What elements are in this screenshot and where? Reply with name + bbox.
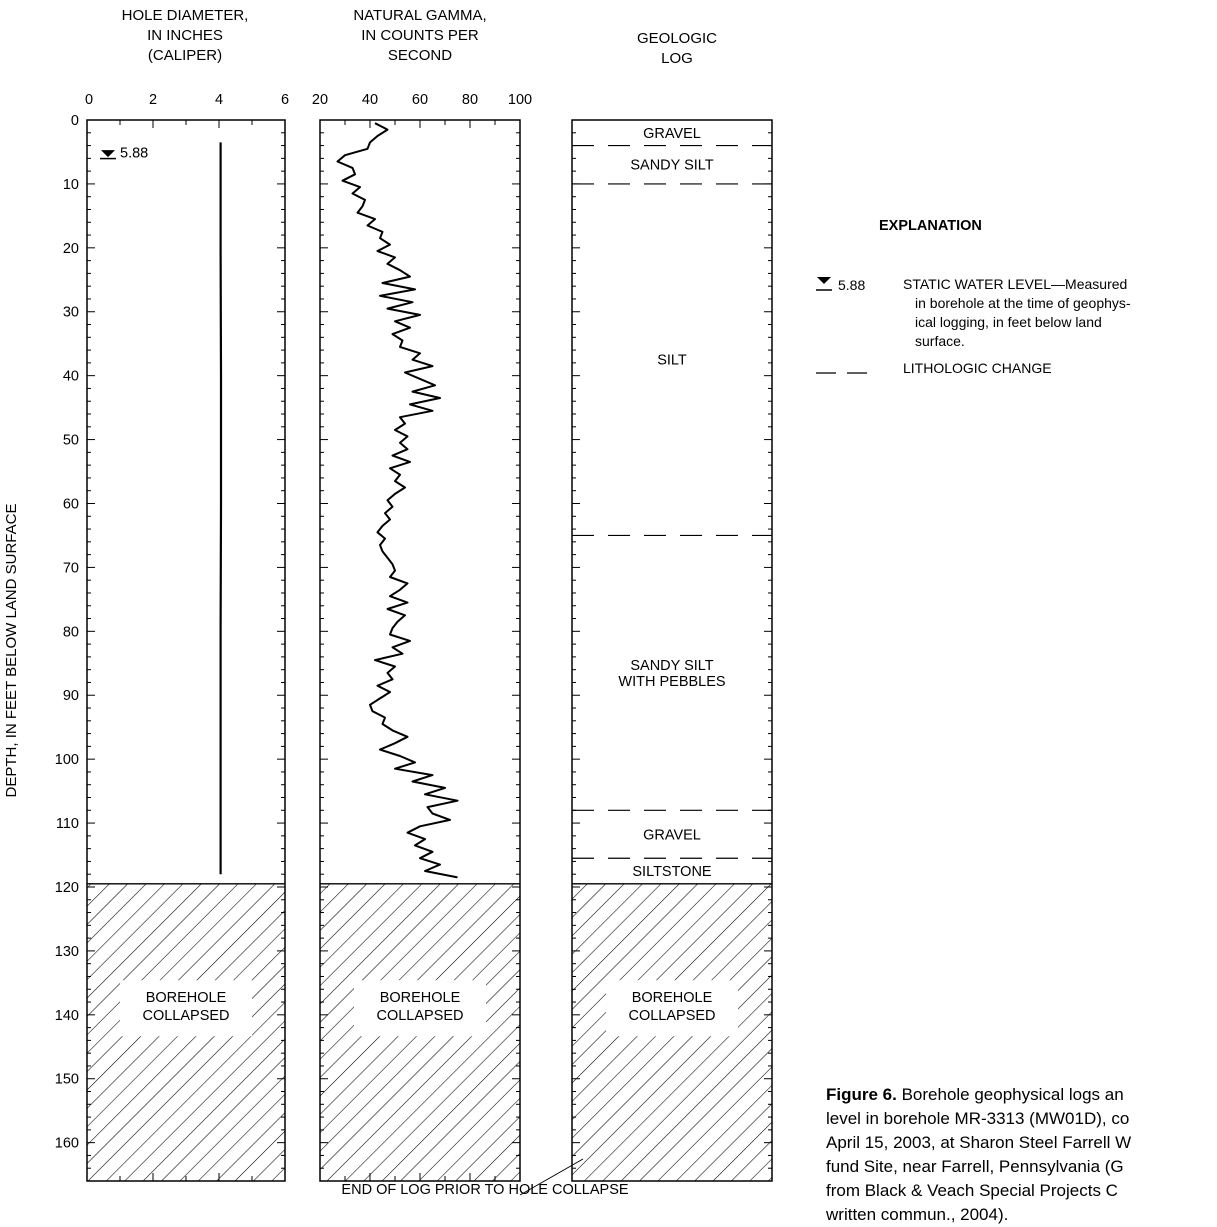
track-0: HOLE DIAMETER, IN INCHES (CALIPER) BOREHOLE…	[85, 7, 289, 1181]
track-title-line: LOG	[661, 50, 693, 67]
caption-line: from Black & Veach Special Projects C	[826, 1179, 1217, 1203]
track-title-line: HOLE DIAMETER,	[122, 7, 249, 24]
y-tick-label: 140	[55, 1008, 79, 1024]
y-tick-label: 100	[55, 752, 79, 768]
water-level-triangle-icon	[817, 277, 831, 284]
x-tick-label: 40	[362, 92, 378, 108]
y-axis: 0 10 20 30 40 50 60 70 80 90 100 110 120 130 140 150 160	[55, 113, 79, 1152]
y-tick-label: 40	[63, 369, 79, 385]
collapsed-label: BOREHOLE	[146, 990, 227, 1006]
legend-symbol-label: 5.88	[838, 277, 865, 293]
lithology-unit: SANDY SILT	[620, 155, 724, 175]
y-tick-label: 50	[63, 433, 79, 449]
lithology-label: SILT	[657, 353, 687, 369]
legend-item-text: STATIC WATER LEVEL—Measured	[903, 276, 1127, 292]
y-tick-label: 130	[55, 944, 79, 960]
x-tick-label: 4	[215, 92, 223, 108]
caption-line: level in borehole MR-3313 (MW01D), co	[826, 1107, 1217, 1131]
legend-item-text: surface.	[915, 333, 965, 349]
figure-caption: Figure 6. Borehole geophysical logs an l…	[826, 1083, 1217, 1227]
y-tick-label: 0	[71, 113, 79, 129]
x-tick-label: 2	[149, 92, 157, 108]
y-tick-label: 110	[56, 816, 79, 832]
legend-item-text: in borehole at the time of geophys-	[915, 295, 1131, 311]
track-title-line: NATURAL GAMMA,	[353, 7, 486, 24]
collapsed-label: BOREHOLE	[380, 990, 461, 1006]
lithology-label: SILTSTONE	[632, 864, 712, 880]
caption-line: written commun., 2004).	[826, 1203, 1217, 1227]
y-tick-label: 90	[63, 688, 79, 704]
track-title-line: (CALIPER)	[148, 47, 222, 64]
borehole-log-figure: DEPTH, IN FEET BELOW LAND SURFACE HOLE D…	[0, 0, 1217, 1198]
track-title-line: GEOLOGIC	[637, 30, 717, 47]
water-level-label: 5.88	[120, 146, 148, 162]
y-tick-label: 60	[63, 496, 79, 512]
y-tick-label: 70	[63, 560, 79, 576]
y-tick-label: 120	[55, 880, 79, 896]
track-2: GEOLOGIC LOG BOREHOLE COLLAPSED GRAVEL SANDY …	[572, 30, 772, 1181]
collapsed-label: COLLAPSED	[142, 1008, 229, 1024]
lithology-label: GRAVEL	[643, 827, 701, 843]
caption-line: Borehole geophysical logs an	[897, 1085, 1124, 1104]
y-axis-label: DEPTH, IN FEET BELOW LAND SURFACE	[3, 504, 20, 798]
water-level-triangle-icon	[101, 150, 115, 157]
water-level-marker: 5.88	[100, 146, 148, 162]
log-series-line	[338, 123, 458, 877]
lithology-unit: SILT	[657, 353, 687, 369]
legend-item-text: LITHOLOGIC CHANGE	[903, 360, 1052, 376]
x-tick-label: 60	[412, 92, 428, 108]
lithology-label: GRAVEL	[643, 126, 701, 142]
lithology-label: SANDY SILT	[630, 658, 713, 674]
track-title-line: IN INCHES	[147, 27, 223, 44]
y-tick-label: 80	[63, 624, 79, 640]
track-title-line: IN COUNTS PER	[361, 27, 479, 44]
y-tick-label: 150	[55, 1072, 79, 1088]
y-tick-label: 160	[55, 1136, 79, 1152]
collapsed-label: BOREHOLE	[632, 990, 713, 1006]
x-tick-label: 80	[462, 92, 478, 108]
y-tick-label: 20	[63, 241, 79, 257]
legend-title: EXPLANATION	[879, 218, 982, 234]
collapsed-label: COLLAPSED	[628, 1008, 715, 1024]
x-tick-label: 100	[508, 92, 532, 108]
lithology-unit: GRAVEL	[620, 123, 724, 143]
caption-label: Figure 6.	[826, 1085, 897, 1104]
caption-line: fund Site, near Farrell, Pennsylvania (G	[826, 1155, 1217, 1179]
caption-line: April 15, 2003, at Sharon Steel Farrell …	[826, 1131, 1217, 1155]
lithology-unit: GRAVEL	[620, 824, 724, 844]
y-tick-label: 10	[63, 177, 79, 193]
y-tick-label: 30	[63, 305, 79, 321]
x-tick-label: 20	[312, 92, 328, 108]
track-title-line: SECOND	[388, 47, 452, 64]
legend-item-text: ical logging, in feet below land	[915, 314, 1102, 330]
collapsed-label: COLLAPSED	[376, 1008, 463, 1024]
lithology-unit: SILTSTONE	[620, 861, 724, 881]
end-of-log-annotation: END OF LOG PRIOR TO HOLE COLLAPSE	[341, 1182, 628, 1198]
lithology-label: SANDY SILT	[630, 158, 713, 174]
track-1: NATURAL GAMMA, IN COUNTS PER SECOND BOREHOL…	[312, 7, 532, 1181]
lithology-label: WITH PEBBLES	[618, 674, 725, 690]
x-tick-label: 0	[85, 92, 93, 108]
x-tick-label: 6	[281, 92, 289, 108]
